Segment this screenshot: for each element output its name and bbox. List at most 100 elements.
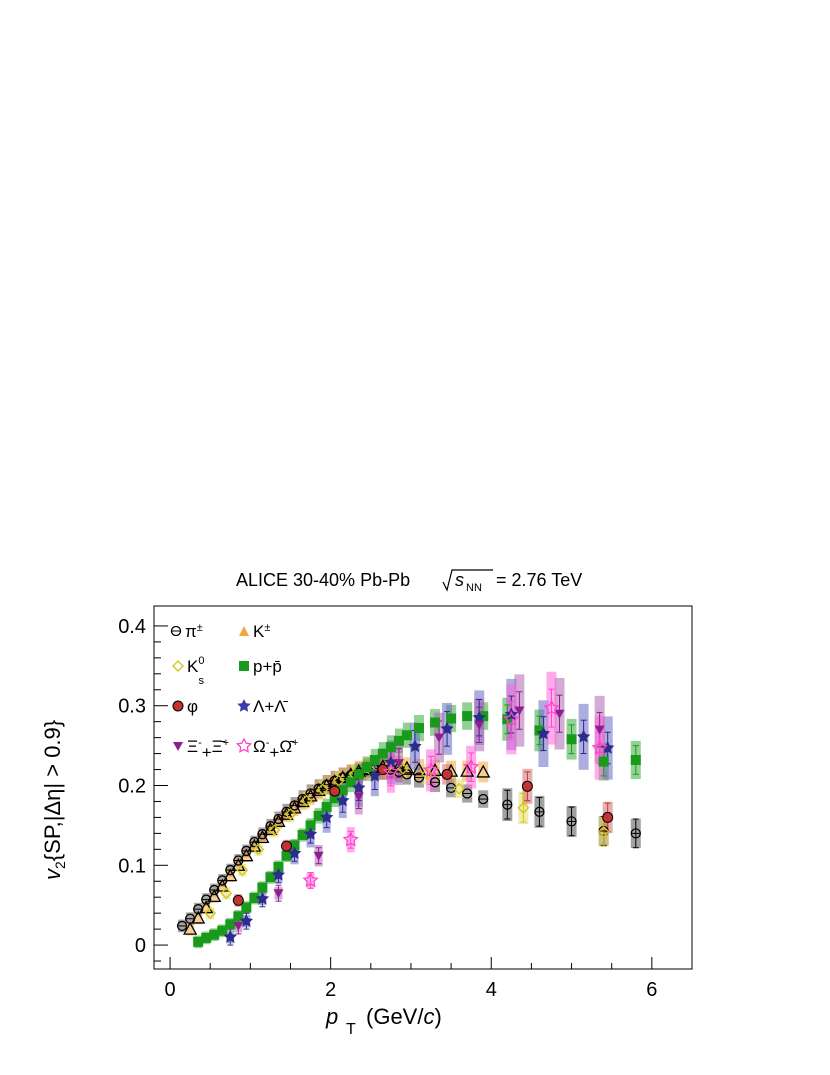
sys-box-s2 — [254, 842, 263, 856]
legend-item: Ξ-+Ξ̄+ — [173, 737, 229, 762]
point-s0 — [630, 828, 641, 839]
y-tick-label: 0 — [135, 935, 146, 957]
point-s5 — [408, 739, 422, 753]
point-s7 — [302, 871, 319, 888]
point-s7 — [463, 758, 480, 774]
point-s5 — [303, 827, 318, 840]
x-axis-title-unit: (GeV/c) — [366, 1004, 442, 1029]
point-s2 — [597, 825, 610, 838]
point-s1 — [239, 848, 254, 862]
point-s1 — [255, 830, 270, 844]
legend-label: π± — [185, 622, 203, 641]
point-s6 — [594, 725, 605, 735]
sys-box-s1 — [258, 830, 267, 844]
point-s3 — [462, 711, 473, 722]
point-s0 — [566, 816, 577, 827]
point-s3 — [225, 919, 236, 930]
legend-item: K0 s — [172, 655, 204, 687]
sys-box-s1 — [210, 890, 219, 903]
y-tick-label: 0.1 — [118, 855, 146, 877]
point-s3 — [217, 925, 228, 936]
point-s3 — [385, 742, 396, 753]
point-s3 — [281, 850, 292, 861]
point-s3 — [401, 730, 412, 741]
legend-label: Ξ-+Ξ̄+ — [187, 737, 229, 762]
point-s3 — [361, 762, 372, 773]
data-points — [176, 699, 641, 947]
y-axis: 0 0.1 0.2 0.3 0.4 — [118, 616, 168, 962]
plot-frame — [153, 605, 693, 970]
x-tick-label: 4 — [486, 979, 497, 1001]
x-axis-title-p: p — [325, 1004, 338, 1029]
x-axis-title: p T (GeV/c) — [325, 1004, 442, 1038]
point-s1 — [215, 878, 230, 892]
point-s2 — [236, 864, 249, 876]
y-tick-label: 0.3 — [118, 696, 146, 718]
point-s0 — [534, 806, 545, 817]
point-s2 — [268, 824, 281, 837]
point-s1 — [279, 806, 294, 820]
point-s7 — [382, 763, 399, 779]
legend-label: K± — [253, 622, 270, 641]
legend-label: Ω-+Ω̄+ — [253, 737, 298, 762]
point-s1 — [183, 921, 198, 935]
point-s5 — [384, 755, 398, 768]
point-s2 — [421, 768, 433, 781]
point-s5 — [255, 891, 270, 905]
sys-box-s1 — [290, 799, 299, 817]
sys-box-s1 — [322, 775, 331, 796]
point-s3 — [413, 723, 424, 734]
point-s0 — [413, 772, 425, 783]
legend-label: φ — [187, 697, 198, 716]
point-s5 — [336, 793, 350, 807]
point-s5 — [239, 914, 253, 927]
point-s3 — [630, 754, 641, 765]
point-s5 — [576, 729, 591, 743]
sys-box-s1 — [478, 761, 489, 783]
point-s3 — [233, 911, 244, 922]
point-s3 — [273, 861, 284, 872]
point-s1 — [476, 764, 491, 778]
point-s0 — [462, 788, 473, 799]
x-tick-label: 6 — [646, 979, 657, 1001]
point-s3 — [337, 785, 348, 796]
point-s2 — [397, 762, 409, 775]
sys-box-s1 — [194, 911, 203, 925]
point-s2 — [453, 782, 466, 795]
sqrt-symbol — [442, 569, 493, 592]
point-s7 — [423, 761, 440, 778]
legend-marker — [173, 742, 183, 751]
sys-box-s2 — [222, 886, 231, 900]
point-s3 — [566, 734, 577, 745]
point-s3 — [265, 872, 276, 883]
legend-marker — [237, 699, 251, 712]
point-s6 — [474, 720, 485, 730]
point-s3 — [534, 725, 545, 736]
point-s6 — [393, 759, 404, 769]
point-s1 — [411, 762, 427, 776]
title-energy-subscript: NN — [466, 582, 482, 594]
title-energy-s: s — [455, 570, 464, 590]
point-s3 — [257, 882, 268, 893]
point-s2 — [252, 843, 265, 856]
sys-box-s1 — [218, 879, 227, 893]
chart-title: ALICE 30-40% Pb-Pb s NN = 2.76 TeV — [236, 569, 582, 594]
point-s6 — [273, 889, 284, 899]
legend-label: p+p̄ — [253, 657, 282, 676]
legend-item: π± — [170, 622, 203, 641]
point-s5 — [223, 930, 237, 943]
point-s6 — [514, 706, 525, 716]
point-s5 — [287, 846, 302, 859]
point-s2 — [204, 907, 217, 920]
point-s5 — [352, 780, 366, 794]
sys-box-s1 — [282, 806, 291, 823]
sys-box-s1 — [186, 922, 195, 936]
x-axis: 0 2 4 6 — [164, 957, 657, 1001]
point-s4 — [232, 894, 244, 906]
point-s7 — [543, 699, 560, 716]
point-s1 — [399, 760, 415, 774]
legend-item: p+p̄ — [239, 657, 282, 676]
point-s0 — [502, 799, 513, 810]
y-axis-title: v2{SP,|Δη| > 0.9} — [40, 720, 68, 880]
